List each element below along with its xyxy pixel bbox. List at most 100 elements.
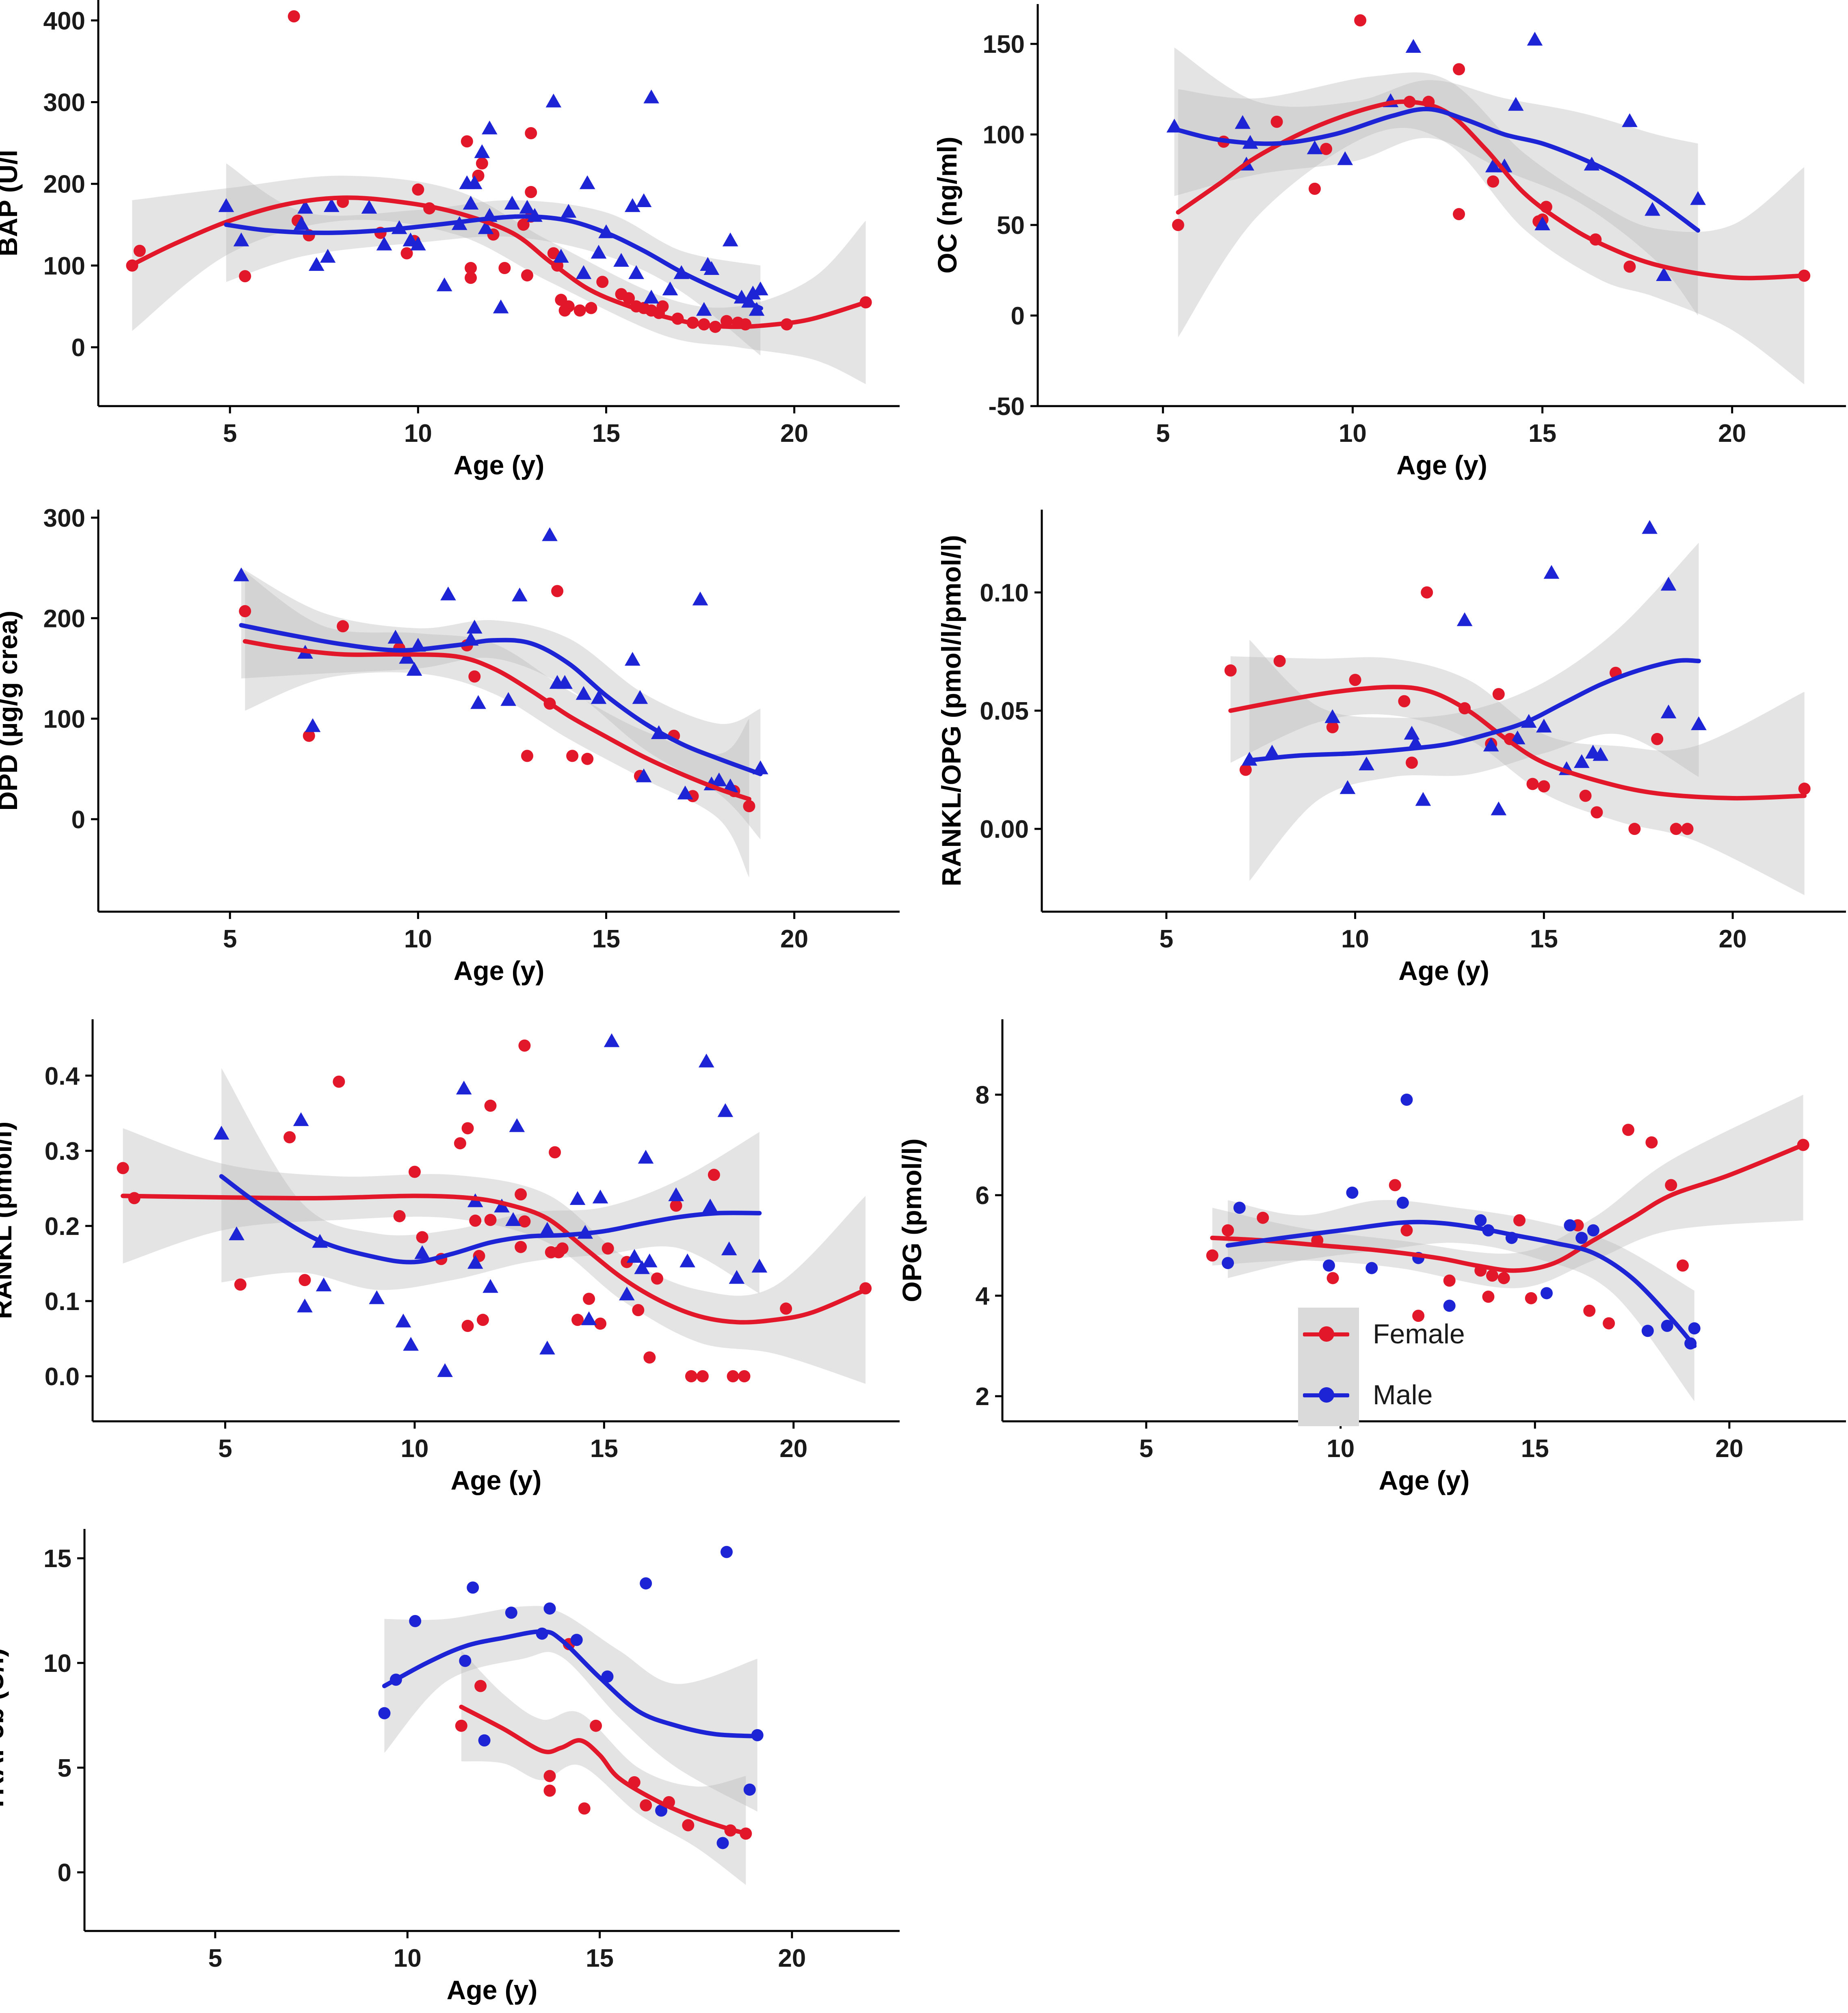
legend-female-swatch-icon <box>1296 1326 1357 1342</box>
rankl-male-point <box>369 1290 385 1304</box>
rankl_opg-female-point <box>1798 783 1811 795</box>
rankl-female-point <box>454 1137 466 1150</box>
bap-female-point <box>525 127 537 139</box>
rankl-male-point <box>229 1226 245 1241</box>
bap-male-point <box>519 200 535 214</box>
oc-male-point <box>1527 32 1543 46</box>
trap5b-male-point <box>640 1577 652 1590</box>
bap-male-smooth-line <box>224 214 763 311</box>
rankl-male-point <box>297 1298 313 1312</box>
rankl_opg-y-tick-label: 0.05 <box>980 697 1029 725</box>
dpd-female-point <box>581 752 594 765</box>
opg-female-point <box>1482 1291 1495 1303</box>
bap-male-point <box>474 144 490 158</box>
rankl-male-point <box>483 1279 498 1293</box>
rankl_opg-male-point <box>1491 801 1507 815</box>
opg-female-point <box>1677 1259 1689 1272</box>
rankl_opg-male-point <box>1642 520 1658 534</box>
chart-bap: 0 100 200 300 400 5 10 15 20 Age (y) BAP (U/l <box>0 0 900 480</box>
trap5b-female-point <box>590 1719 602 1732</box>
opg-male-point <box>1323 1259 1335 1272</box>
rankl-male-point <box>509 1118 525 1132</box>
rankl_opg-male-point <box>1264 744 1280 759</box>
rankl-female-point <box>408 1165 421 1178</box>
oc-x-axis-title: Age (y) <box>1396 450 1487 480</box>
dpd-x-axis-title: Age (y) <box>454 956 545 986</box>
rankl_opg-female-point <box>1405 757 1418 769</box>
rankl-male-point <box>698 1053 714 1068</box>
opg-female-point <box>1326 1272 1339 1284</box>
rankl_opg-male-point <box>1593 747 1609 761</box>
rankl-male-point <box>293 1112 309 1126</box>
bap-female-point <box>562 300 575 313</box>
rankl_opg-male-point <box>1691 716 1707 730</box>
rankl-male-point <box>702 1198 718 1213</box>
rankl_opg-y-axis-title: RANKL/OPG (pmol/l/pmol/l) <box>936 535 966 886</box>
dpd-male-point <box>406 662 422 676</box>
bap-female-point <box>517 218 530 231</box>
rankl-male-point <box>505 1212 521 1226</box>
oc-male-point <box>1645 202 1660 216</box>
rankl-male-ci-band <box>221 1068 760 1294</box>
trap5b-y-tick-label: 5 <box>58 1754 71 1782</box>
rankl-male-point <box>619 1287 635 1301</box>
rankl_opg-x-tick-label: 5 <box>1160 925 1173 953</box>
trap5b-female-point <box>543 1784 556 1797</box>
rankl-x-tick-label: 15 <box>590 1435 618 1463</box>
bap-female-point <box>525 186 537 198</box>
opg-female-point <box>1443 1274 1456 1287</box>
oc-male-point <box>1534 216 1550 231</box>
bap-male-point <box>410 236 426 251</box>
dpd-male-point <box>512 587 528 601</box>
bap-male-point <box>625 198 641 212</box>
opg-y-axis-title: OPG (pmol/l) <box>897 1138 927 1302</box>
dpd-male-point <box>625 652 641 666</box>
bap-y-tick-label: 300 <box>43 89 85 117</box>
dpd-female-point <box>551 585 564 597</box>
trap5b-male-point <box>459 1654 472 1667</box>
opg-female-point <box>1525 1292 1537 1304</box>
bap-male-point <box>579 175 595 189</box>
trap5b-male-point <box>467 1581 479 1594</box>
trap5b-female-point <box>682 1819 695 1831</box>
chart-rankl: 0.0 0.1 0.2 0.3 0.4 5 10 15 20 Age (y) RANKL (pmol… <box>0 1019 900 1495</box>
rankl-male-point <box>539 1341 555 1355</box>
opg-female-point <box>1257 1211 1269 1224</box>
rankl_opg-male-point <box>1660 577 1677 591</box>
dpd-male-point <box>233 567 249 582</box>
bap-male-point <box>696 302 712 316</box>
opg-male-point <box>1587 1224 1599 1237</box>
opg-female-point <box>1497 1272 1510 1284</box>
rankl-female-point <box>651 1272 663 1285</box>
oc-male-point <box>1690 191 1706 205</box>
bap-male-point <box>662 281 678 296</box>
bap-male-ci-band <box>226 163 761 356</box>
oc-female-smooth-line <box>1176 99 1807 281</box>
bap-male-point <box>560 204 577 218</box>
rankl_opg-female-point <box>1590 806 1603 819</box>
opg-male-point <box>1365 1262 1378 1274</box>
rankl-male-point <box>414 1245 430 1259</box>
bap-female-point <box>412 183 424 196</box>
rankl-female-smooth-line <box>121 1194 868 1325</box>
bap-male-point <box>233 232 249 246</box>
bap-male-point <box>482 120 498 134</box>
rankl_opg-female-point <box>1421 586 1433 599</box>
dpd-female-point <box>337 620 349 633</box>
legend-male-label: Male <box>1373 1379 1433 1410</box>
opg-x-tick-label: 15 <box>1521 1435 1549 1463</box>
dpd-y-tick-label: 0 <box>71 806 85 834</box>
rankl-female-point <box>670 1199 682 1212</box>
dpd-male-ci-band <box>241 568 761 839</box>
bap-female-point <box>288 10 300 23</box>
rankl_opg-female-point <box>1492 688 1505 701</box>
opg-female-point <box>1222 1224 1234 1237</box>
rankl-male-point <box>751 1258 768 1273</box>
bap-male-point <box>320 249 336 263</box>
opg-female-point <box>1665 1179 1677 1191</box>
rankl-y-tick-label: 0.0 <box>45 1363 80 1391</box>
rankl-female-point <box>299 1274 311 1287</box>
oc-male-point <box>1485 158 1501 173</box>
oc-x-tick-label: 20 <box>1718 419 1746 448</box>
dpd-male-point <box>722 778 738 793</box>
